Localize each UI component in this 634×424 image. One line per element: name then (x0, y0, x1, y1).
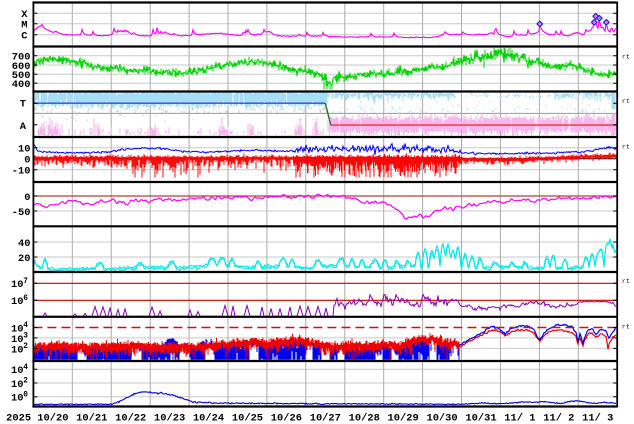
svg-text:0: 0 (24, 192, 30, 204)
svg-text:10: 10 (11, 279, 23, 291)
svg-text:10/22: 10/22 (115, 412, 146, 424)
svg-text:A: A (20, 121, 27, 133)
svg-text:10/23: 10/23 (154, 412, 185, 424)
svg-text:600: 600 (12, 61, 31, 73)
svg-text:4: 4 (23, 364, 28, 372)
svg-text:20: 20 (18, 253, 30, 265)
svg-text:10/21: 10/21 (76, 412, 107, 424)
svg-text:-50: -50 (12, 207, 31, 219)
svg-text:10: 10 (18, 144, 30, 156)
svg-text:10/20: 10/20 (37, 412, 68, 424)
svg-text:10: 10 (11, 323, 23, 335)
svg-text:11/ 2: 11/ 2 (543, 412, 574, 424)
svg-text:rt: rt (622, 53, 630, 61)
svg-text:10/25: 10/25 (232, 412, 263, 424)
svg-text:rt: rt (622, 98, 630, 106)
svg-text:40: 40 (18, 238, 30, 250)
svg-text:M: M (21, 20, 27, 32)
svg-text:2: 2 (23, 378, 28, 386)
svg-text:2: 2 (23, 343, 28, 351)
svg-text:X: X (21, 9, 28, 21)
svg-text:6: 6 (23, 295, 28, 303)
svg-text:10: 10 (11, 296, 23, 308)
svg-text:10/30: 10/30 (426, 412, 457, 424)
svg-text:10: 10 (11, 365, 23, 377)
svg-text:10: 10 (11, 344, 23, 356)
svg-text:rt: rt (622, 144, 630, 152)
svg-text:2025: 2025 (6, 412, 31, 424)
svg-text:11/ 3: 11/ 3 (582, 412, 613, 424)
svg-text:10/26: 10/26 (271, 412, 302, 424)
svg-text:400: 400 (12, 79, 31, 91)
svg-text:10: 10 (11, 334, 23, 346)
svg-text:10/31: 10/31 (465, 412, 496, 424)
svg-text:700: 700 (12, 52, 31, 64)
svg-text:rt: rt (622, 324, 630, 332)
svg-text:10/29: 10/29 (388, 412, 419, 424)
svg-text:C: C (21, 31, 27, 43)
svg-text:0: 0 (23, 391, 28, 399)
svg-text:500: 500 (12, 70, 31, 82)
svg-text:4: 4 (23, 322, 28, 330)
svg-text:rt: rt (622, 278, 630, 286)
svg-text:10: 10 (11, 379, 23, 391)
svg-text:0: 0 (24, 155, 30, 167)
svg-text:7: 7 (23, 278, 28, 286)
svg-text:-10: -10 (12, 166, 31, 178)
svg-text:T: T (20, 99, 26, 111)
svg-text:10/28: 10/28 (349, 412, 380, 424)
svg-text:10: 10 (11, 393, 23, 405)
svg-text:10/27: 10/27 (310, 412, 341, 424)
svg-text:11/ 1: 11/ 1 (504, 412, 535, 424)
svg-text:10/24: 10/24 (193, 412, 224, 424)
svg-text:3: 3 (23, 332, 28, 340)
